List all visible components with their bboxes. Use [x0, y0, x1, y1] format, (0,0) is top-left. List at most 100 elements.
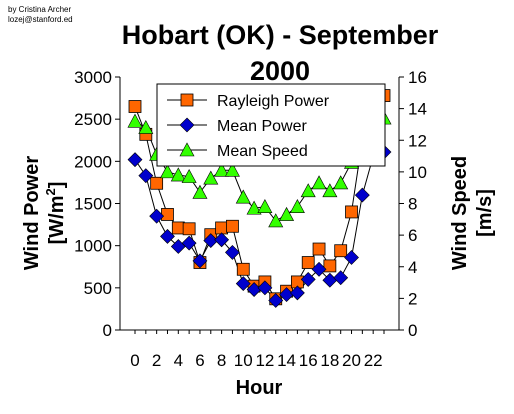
x-tick-label: 2 — [152, 351, 161, 370]
credit-author: by Cristina Archer — [8, 5, 71, 14]
y-axis-right-label-main: Wind Speed — [449, 156, 471, 270]
data-point-mean-speed — [322, 183, 338, 198]
x-tick-label: 18 — [320, 351, 339, 370]
data-point-mean-speed — [235, 189, 251, 204]
legend-label-rayleigh-power: Rayleigh Power — [217, 93, 330, 110]
x-tick-label: 8 — [217, 351, 226, 370]
data-point-mean-speed — [214, 162, 230, 177]
y-axis-right-label-unit: [m/s] — [474, 189, 496, 237]
data-point-mean-power — [127, 152, 143, 168]
data-point-mean-speed — [192, 184, 208, 199]
chart-title-line-2: 2000 — [250, 56, 310, 86]
y-axis-left-label-main: Wind Power — [21, 156, 43, 270]
data-point-rayleigh-power — [171, 221, 185, 235]
data-point-mean-power — [181, 235, 197, 251]
data-point-mean-speed — [333, 175, 349, 190]
y-right-tick-label: 14 — [408, 100, 427, 119]
x-tick-label: 4 — [174, 351, 183, 370]
data-point-mean-power — [149, 208, 165, 224]
x-tick-label: 20 — [342, 351, 361, 370]
y-right-tick-label: 10 — [408, 163, 427, 182]
data-point-rayleigh-power — [150, 176, 164, 190]
y-right-tick-label: 6 — [408, 226, 417, 245]
data-point-mean-speed — [170, 167, 186, 182]
data-point-mean-power — [344, 250, 359, 265]
legend: Rayleigh Power Mean Power Mean Speed — [156, 83, 386, 167]
y-right-tick-label: 16 — [408, 68, 427, 87]
data-point-mean-power — [203, 233, 219, 249]
data-point-mean-power — [225, 244, 240, 260]
data-point-rayleigh-power — [215, 221, 229, 235]
data-point-rayleigh-power — [128, 100, 142, 113]
data-point-rayleigh-power — [334, 244, 348, 258]
legend-label-mean-speed: Mean Speed — [217, 143, 308, 160]
data-point-mean-speed — [289, 199, 305, 213]
y-axis-left-unit-superscript: 2 — [43, 188, 58, 195]
data-point-rayleigh-power — [312, 242, 326, 256]
y-right-tick-label: 4 — [408, 258, 417, 277]
credit-email: lozej@stanford.ed — [8, 15, 73, 24]
y-left-tick-label: 1000 — [74, 237, 112, 256]
x-tick-label: 12 — [255, 351, 274, 370]
data-point-mean-power — [300, 271, 316, 287]
data-point-rayleigh-power — [161, 208, 174, 221]
legend-marker-mean-speed — [179, 142, 195, 157]
data-point-mean-power — [268, 293, 284, 308]
y-left-tick-label: 2500 — [74, 110, 112, 129]
data-point-mean-speed — [138, 119, 154, 134]
legend-marker-mean-power — [179, 117, 195, 133]
data-point-mean-speed — [257, 199, 273, 213]
data-point-mean-speed — [181, 168, 197, 183]
y-axis-right-label: Wind Speed [m/s] — [449, 156, 496, 270]
x-tick-label: 22 — [364, 351, 383, 370]
data-point-mean-power — [214, 232, 230, 248]
data-point-rayleigh-power — [345, 205, 358, 219]
data-point-mean-power — [257, 280, 273, 296]
data-point-mean-speed — [203, 170, 219, 185]
data-point-rayleigh-power — [323, 259, 337, 273]
y-right-tick-label: 2 — [408, 289, 417, 308]
data-point-mean-power — [192, 253, 208, 269]
y-axis-left-label: Wind Power [W/m2] — [21, 156, 68, 270]
data-point-mean-power — [333, 270, 349, 286]
data-point-mean-speed — [224, 162, 240, 177]
data-point-rayleigh-power — [301, 256, 315, 269]
chart-title-line-1: Hobart (OK) - September — [122, 20, 439, 50]
data-point-mean-power — [354, 187, 370, 203]
data-point-mean-speed — [279, 206, 295, 221]
x-tick-label: 6 — [195, 351, 204, 370]
y-left-tick-label: 0 — [103, 321, 112, 340]
x-tick-label: 10 — [234, 351, 253, 370]
data-point-mean-speed — [159, 164, 175, 179]
x-tick-label: 14 — [277, 351, 296, 370]
y-axis-left-unit-text: [W/m — [46, 196, 68, 245]
data-point-mean-power — [138, 168, 154, 184]
y-left-tick-label: 1500 — [74, 195, 112, 214]
data-point-mean-speed — [300, 183, 316, 198]
data-point-mean-power — [311, 261, 327, 277]
data-point-mean-speed — [268, 213, 284, 228]
data-point-rayleigh-power — [182, 222, 196, 236]
data-point-mean-power — [160, 228, 175, 244]
data-point-rayleigh-power — [236, 262, 250, 276]
data-point-mean-speed — [127, 113, 143, 128]
y-left-tick-label: 3000 — [74, 68, 112, 87]
x-axis-label: Hour — [236, 377, 283, 399]
y-right-tick-label: 0 — [408, 321, 417, 340]
x-tick-label: 0 — [130, 351, 139, 370]
y-left-tick-label: 2000 — [74, 152, 112, 171]
y-left-tick-label: 500 — [84, 279, 112, 298]
data-point-mean-speed — [246, 200, 262, 215]
y-axis-left-label-unit: [W/m2] — [43, 182, 68, 245]
data-point-rayleigh-power — [226, 219, 239, 233]
y-axis-left-unit-close: ] — [46, 182, 68, 189]
data-point-mean-speed — [311, 175, 327, 190]
data-point-mean-power — [235, 276, 251, 292]
y-right-tick-label: 12 — [408, 131, 427, 150]
y-right-tick-label: 8 — [408, 195, 417, 214]
x-tick-label: 16 — [299, 351, 318, 370]
legend-marker-rayleigh-power — [180, 93, 194, 107]
legend-label-mean-power: Mean Power — [217, 118, 307, 135]
